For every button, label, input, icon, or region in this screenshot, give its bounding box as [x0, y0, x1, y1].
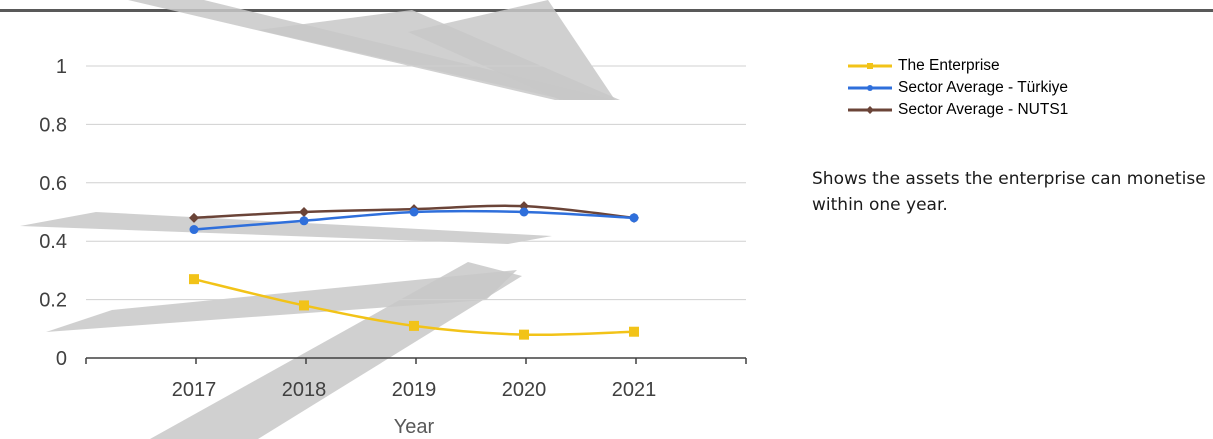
y-tick-label: 0 [56, 348, 67, 370]
watermark-graphic [20, 0, 620, 439]
data-point [409, 320, 419, 331]
legend-item: The Enterprise [848, 55, 1068, 77]
legend-item: Sector Average - NUTS1 [848, 99, 1068, 121]
data-point [299, 300, 309, 311]
data-point [189, 274, 199, 285]
watermark-stroke-6 [150, 262, 522, 439]
data-point [519, 329, 529, 340]
data-point [299, 207, 309, 217]
legend-swatch [848, 85, 892, 91]
top-rule [0, 9, 1213, 12]
legend-label: Sector Average - Türkiye [898, 79, 1069, 96]
data-point [189, 212, 199, 223]
legend-label: The Enterprise [898, 57, 1000, 74]
watermark-stroke-4 [20, 212, 552, 244]
y-tick-labels: 0 0.2 0.4 0.6 0.8 1 [39, 56, 67, 370]
legend-swatch [848, 63, 892, 69]
watermark-stroke-3 [408, 0, 615, 100]
legend: The Enterprise Sector Average - Türkiye Se… [848, 55, 1068, 121]
x-tick-label: 2021 [612, 379, 657, 401]
y-tick-label: 0.6 [39, 173, 67, 195]
x-tick-label: 2018 [282, 379, 327, 401]
y-tick-label: 0.4 [39, 231, 67, 253]
y-tick-label: 0.2 [39, 290, 67, 312]
data-point [629, 326, 639, 337]
data-point [299, 216, 309, 226]
data-point [409, 207, 419, 217]
chart-description: Shows the assets the enterprise can mone… [812, 169, 1206, 215]
data-point [189, 225, 199, 235]
y-tick-label: 0.8 [39, 114, 67, 136]
legend-item: Sector Average - Türkiye [848, 77, 1068, 99]
data-point [519, 207, 529, 217]
series-group [189, 201, 639, 340]
series-sector-average-t-rkiye [189, 207, 639, 235]
x-tick-label: 2020 [502, 379, 547, 401]
x-axis-title: Year [394, 416, 435, 438]
axes [85, 357, 747, 364]
x-tick-labels: 2017 2018 2019 2020 2021 [172, 379, 657, 401]
gridlines [86, 65, 746, 301]
legend-label: Sector Average - NUTS1 [898, 101, 1069, 118]
data-point [629, 213, 639, 223]
legend-swatch [848, 106, 892, 114]
x-tick-label: 2019 [392, 379, 437, 401]
y-tick-label: 1 [56, 56, 67, 78]
series-the-enterprise [189, 274, 639, 340]
x-tick-label: 2017 [172, 379, 217, 401]
